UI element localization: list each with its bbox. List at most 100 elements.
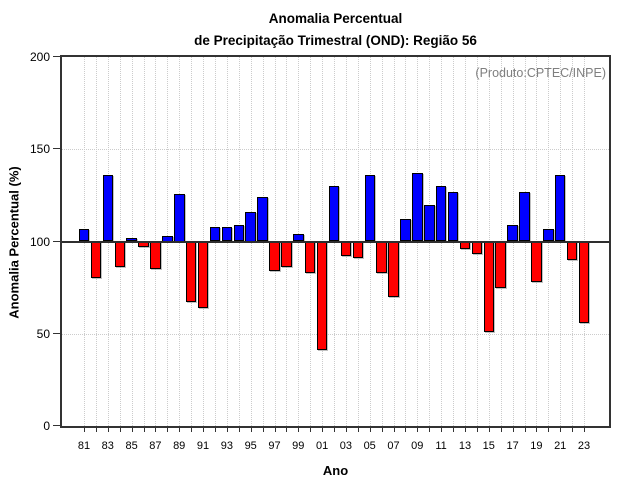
x-tick xyxy=(512,427,514,432)
x-tick xyxy=(167,427,169,432)
x-tick-label: 87 xyxy=(149,440,162,452)
bar-2011 xyxy=(435,186,447,242)
x-tick-label: 19 xyxy=(530,440,543,452)
x-tick xyxy=(322,427,324,432)
bar-1998 xyxy=(281,241,292,268)
x-tick xyxy=(238,427,240,432)
x-tick xyxy=(524,427,526,432)
x-tick xyxy=(119,427,121,432)
x-tick-label: 95 xyxy=(244,440,257,452)
bar-1996 xyxy=(257,197,268,242)
plot-area xyxy=(60,55,611,428)
x-tick xyxy=(203,427,204,432)
x-tick xyxy=(441,427,443,432)
chart-title: Anomalia Percentual de Precipitação Trim… xyxy=(62,8,609,52)
x-tick xyxy=(107,427,109,432)
x-tick-label: 85 xyxy=(125,440,138,452)
bar-1992 xyxy=(209,226,221,242)
bar-2007 xyxy=(388,241,399,297)
y-tick xyxy=(53,240,60,242)
bar-2023 xyxy=(578,241,590,323)
x-tick xyxy=(226,427,228,432)
bar-2010 xyxy=(424,204,435,242)
chart-title-line1: Anomalia Percentual xyxy=(268,11,403,26)
x-tick xyxy=(584,427,585,432)
x-tick xyxy=(179,427,181,432)
x-tick xyxy=(536,427,538,432)
x-tick xyxy=(357,427,359,432)
y-tick-label: 50 xyxy=(36,326,50,341)
x-tick xyxy=(500,427,502,432)
x-tick xyxy=(393,427,395,432)
x-tick xyxy=(155,427,157,432)
x-tick-label: 07 xyxy=(387,440,400,452)
x-tick-label: 17 xyxy=(506,440,519,452)
x-tick-label: 81 xyxy=(77,440,91,452)
bar-1995 xyxy=(245,212,256,242)
x-tick xyxy=(262,427,264,432)
x-tick-label: 01 xyxy=(315,440,329,452)
y-tick-label: 200 xyxy=(29,50,50,64)
x-tick xyxy=(84,427,85,432)
x-tick xyxy=(476,427,478,432)
bar-1997 xyxy=(269,241,280,271)
bar-2000 xyxy=(304,241,316,273)
x-tick xyxy=(429,427,431,432)
x-tick xyxy=(334,427,335,432)
y-tick xyxy=(53,56,60,57)
x-tick xyxy=(548,427,550,432)
x-tick-label: 11 xyxy=(435,440,447,452)
chart-title-line2: de Precipitação Trimestral (OND): Região… xyxy=(194,33,477,48)
x-tick xyxy=(369,427,371,432)
x-tick xyxy=(250,427,252,432)
x-tick-label: 93 xyxy=(220,440,234,452)
bar-2014 xyxy=(471,241,483,255)
bar-1984 xyxy=(114,241,125,268)
baseline-100 xyxy=(62,240,609,243)
x-tick xyxy=(131,427,133,432)
bar-2016 xyxy=(495,241,506,288)
x-tick xyxy=(298,427,300,432)
bar-2019 xyxy=(531,241,542,283)
bar-2002 xyxy=(328,186,340,242)
x-tick xyxy=(143,427,145,432)
bar-2005 xyxy=(364,175,375,242)
horizontal-gridline xyxy=(62,333,609,335)
x-tick xyxy=(453,427,454,432)
bar-2001 xyxy=(316,241,328,351)
bar-2004 xyxy=(352,241,364,259)
y-tick xyxy=(53,425,60,426)
bar-1991 xyxy=(197,241,209,308)
x-tick xyxy=(345,427,347,432)
bar-2017 xyxy=(507,224,518,242)
x-tick-label: 15 xyxy=(482,440,495,452)
x-tick-label: 89 xyxy=(173,440,186,452)
x-tick xyxy=(381,427,383,432)
x-tick xyxy=(215,427,216,432)
bar-1982 xyxy=(90,241,102,279)
x-tick-label: 23 xyxy=(577,440,591,452)
x-tick xyxy=(417,427,419,432)
horizontal-gridline xyxy=(62,149,609,151)
x-tick xyxy=(286,427,288,432)
x-tick-label: 83 xyxy=(101,440,114,452)
x-tick xyxy=(572,427,574,432)
x-tick-label: 03 xyxy=(339,440,353,452)
bar-2003 xyxy=(340,241,352,257)
bar-2022 xyxy=(566,241,578,260)
bar-2009 xyxy=(412,173,423,242)
bar-2021 xyxy=(554,175,566,242)
x-axis-title: Ano xyxy=(322,463,349,478)
y-tick-label: 0 xyxy=(43,419,50,433)
x-tick xyxy=(95,427,97,432)
x-tick-label: 13 xyxy=(458,440,472,452)
x-tick-label: 99 xyxy=(292,440,305,452)
bar-2008 xyxy=(400,219,411,242)
bar-2006 xyxy=(376,241,387,273)
y-tick xyxy=(53,332,60,334)
x-tick xyxy=(310,427,312,432)
bar-2013 xyxy=(459,241,471,249)
x-tick xyxy=(560,427,562,432)
y-tick xyxy=(53,148,60,150)
x-tick xyxy=(405,427,407,432)
